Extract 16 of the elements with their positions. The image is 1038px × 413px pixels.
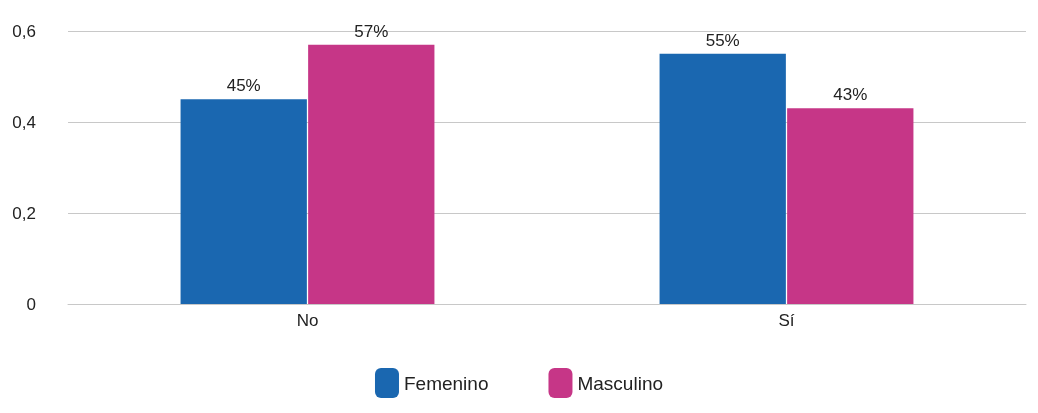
y-tick-label: 0 [26, 294, 36, 314]
data-label: 55% [705, 30, 740, 50]
legend-label: Femenino [403, 372, 489, 394]
bar [787, 108, 914, 304]
bar [180, 99, 307, 304]
data-label: 45% [226, 76, 261, 96]
y-tick-label: 0,6 [12, 21, 36, 41]
bar [659, 53, 786, 304]
data-label: 57% [354, 21, 389, 41]
x-tick-label: Sí [778, 311, 795, 330]
x-tick-label: No [296, 311, 319, 330]
y-tick-label: 0,2 [12, 203, 36, 223]
legend-label: Masculino [577, 372, 664, 394]
y-tick-label: 0,4 [12, 112, 36, 132]
bar [308, 44, 435, 304]
data-label: 43% [833, 85, 868, 105]
